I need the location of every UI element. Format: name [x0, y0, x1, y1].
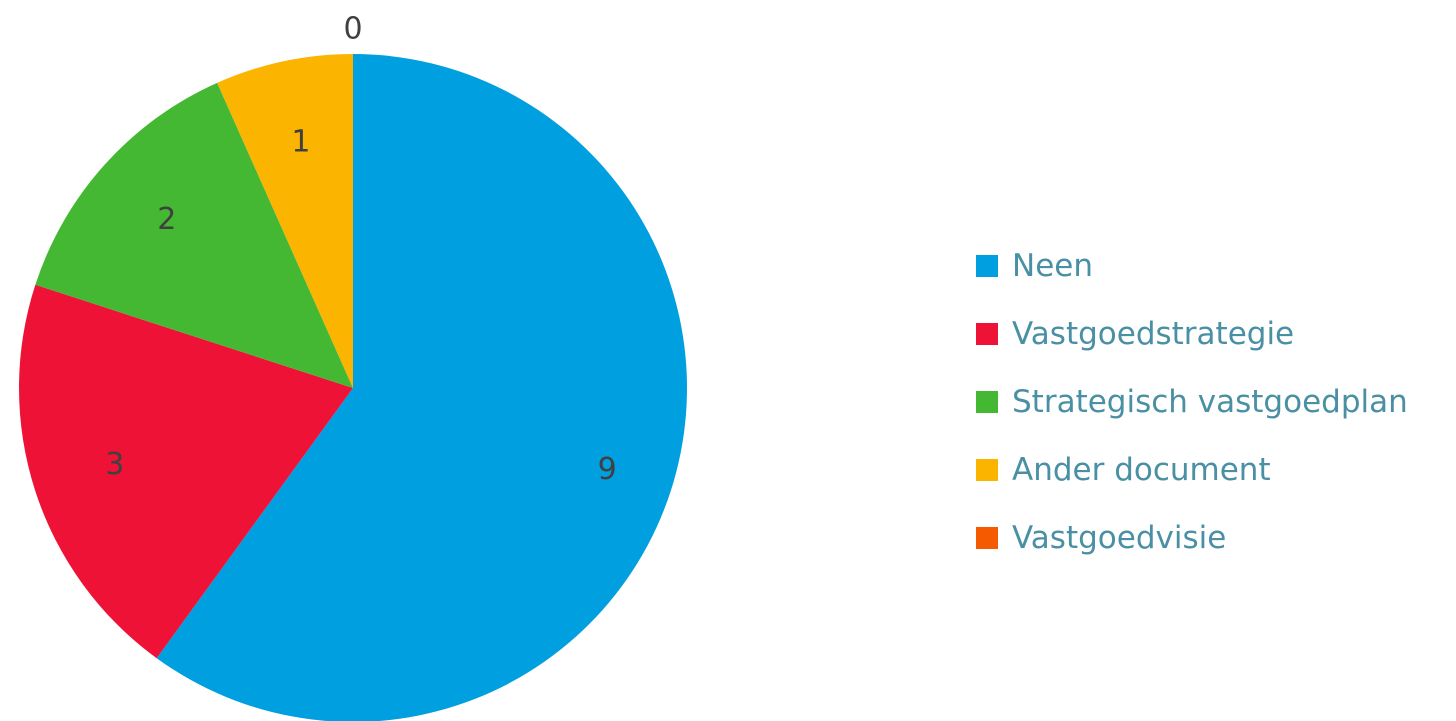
- legend-swatch-vastgoedstrategie: [976, 323, 998, 345]
- legend-item-neen: Neen: [976, 232, 1408, 300]
- legend-label-neen: Neen: [1012, 248, 1093, 284]
- legend-item-vastgoedstrategie: Vastgoedstrategie: [976, 300, 1408, 368]
- legend-label-vastgoedstrategie: Vastgoedstrategie: [1012, 316, 1295, 352]
- legend-swatch-ander-document: [976, 459, 998, 481]
- pie-slice-vastgoedstrategie: [18, 284, 353, 659]
- data-label-ander-document: 1: [291, 124, 310, 159]
- legend-swatch-neen: [976, 255, 998, 277]
- pie-data-labels: 9 3 2 1 0: [105, 12, 616, 488]
- data-label-vastgoedstrategie: 3: [105, 447, 124, 482]
- chart-legend: Neen Vastgoedstrategie Strategisch vastg…: [976, 232, 1408, 572]
- legend-label-vastgoedvisie: Vastgoedvisie: [1012, 520, 1227, 556]
- pie-slice-neen: [156, 54, 687, 721]
- data-label-vastgoedvisie: 0: [343, 12, 362, 47]
- pie-slice-strategisch-vastgoedplan: [35, 82, 354, 388]
- legend-swatch-vastgoedvisie: [976, 527, 998, 549]
- data-label-neen: 9: [598, 452, 617, 487]
- legend-item-vastgoedvisie: Vastgoedvisie: [976, 504, 1408, 572]
- legend-label-strategisch-vastgoedplan: Strategisch vastgoedplan: [1012, 384, 1408, 420]
- pie-slice-ander-document: [217, 54, 353, 388]
- legend-item-ander-document: Ander document: [976, 436, 1408, 504]
- legend-swatch-strategisch-vastgoedplan: [976, 391, 998, 413]
- data-label-strategisch-vastgoedplan: 2: [157, 202, 176, 237]
- legend-item-strategisch-vastgoedplan: Strategisch vastgoedplan: [976, 368, 1408, 436]
- pie-slices: [18, 54, 687, 721]
- legend-label-ander-document: Ander document: [1012, 452, 1271, 488]
